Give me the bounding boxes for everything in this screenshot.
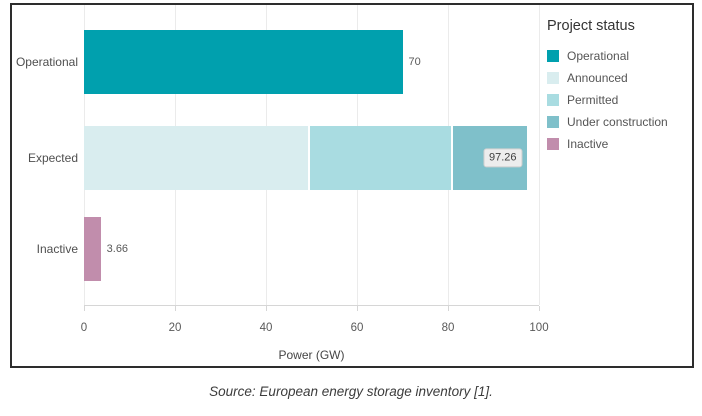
- x-axis-tick: [448, 306, 449, 311]
- legend-items: Operational Announced Permitted Under const…: [547, 45, 695, 155]
- x-axis-tick: [175, 306, 176, 311]
- gridline: [539, 5, 540, 305]
- legend-item-label: Operational: [567, 49, 630, 63]
- legend-item-inactive[interactable]: Inactive: [547, 133, 695, 155]
- legend-item-label: Under construction: [567, 115, 668, 129]
- legend-item-under-construction[interactable]: Under construction: [547, 111, 695, 133]
- x-axis-tick: [357, 306, 358, 311]
- bar-segment-operational[interactable]: [84, 30, 403, 94]
- legend-swatch-icon: [547, 50, 559, 62]
- category-label: Expected: [27, 151, 78, 165]
- bar-segment-announced[interactable]: [84, 126, 310, 190]
- legend-swatch-icon: [547, 94, 559, 106]
- x-axis-title: Power (GW): [278, 348, 345, 362]
- category-label: Inactive: [36, 242, 78, 256]
- x-axis-tick: [266, 306, 267, 311]
- legend-swatch-icon: [547, 116, 559, 128]
- x-axis-tick-label: 0: [80, 322, 88, 334]
- x-axis-tick: [539, 306, 540, 311]
- legend: Project status Operational Announced Permi…: [547, 18, 695, 155]
- legend-item-announced[interactable]: Announced: [547, 67, 695, 89]
- legend-swatch-icon: [547, 72, 559, 84]
- x-axis-line: [84, 305, 539, 306]
- value-label: 97.26: [483, 148, 523, 168]
- legend-item-label: Inactive: [567, 137, 609, 151]
- value-label: 70: [408, 56, 421, 68]
- value-label: 3.66: [106, 243, 129, 255]
- x-axis-tick-label: 80: [441, 322, 455, 334]
- x-axis-tick-label: 60: [350, 322, 364, 334]
- x-axis-tick-label: 100: [529, 322, 549, 334]
- legend-item-operational[interactable]: Operational: [547, 45, 695, 67]
- x-axis-tick: [84, 306, 85, 311]
- source-note: Source: European energy storage inventor…: [209, 384, 493, 399]
- bar-segment-permitted[interactable]: [309, 126, 454, 190]
- legend-title: Project status: [547, 18, 635, 34]
- legend-item-permitted[interactable]: Permitted: [547, 89, 695, 111]
- chart-box: 0 20 40 60 80 100 Operational 70 Expected 97.26 In…: [10, 3, 694, 368]
- x-axis-tick-label: 20: [168, 322, 182, 334]
- x-axis-tick-label: 40: [259, 322, 273, 334]
- legend-item-label: Permitted: [567, 93, 619, 107]
- legend-swatch-icon: [547, 138, 559, 150]
- bar-segment-inactive[interactable]: [84, 217, 101, 281]
- legend-item-label: Announced: [567, 71, 628, 85]
- category-label: Operational: [15, 55, 78, 69]
